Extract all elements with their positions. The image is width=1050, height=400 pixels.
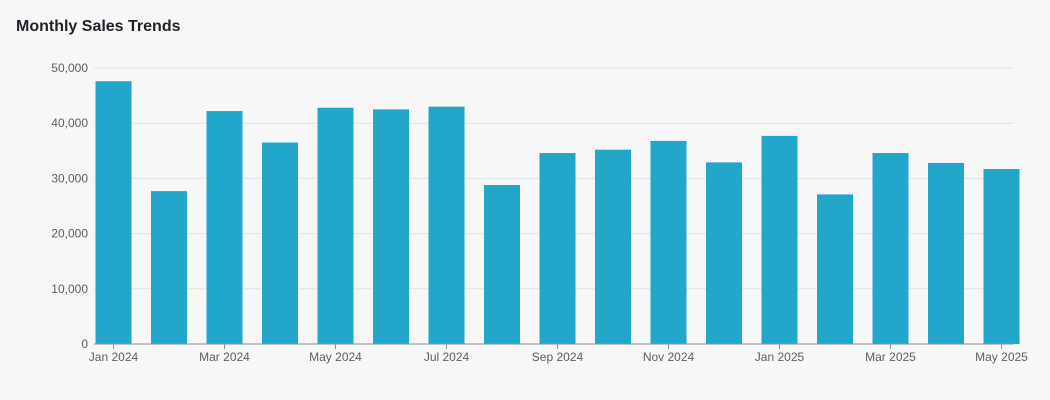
bar-nov-2024	[650, 140, 687, 344]
bar-apr-2024	[262, 142, 298, 344]
bar-jan-2024	[95, 81, 132, 345]
y-tick-label: 10,000	[51, 282, 88, 296]
y-tick-label: 0	[81, 337, 88, 351]
x-tick-label: Sep 2024	[532, 350, 584, 364]
x-tick-label: May 2025	[975, 350, 1028, 364]
x-tick-label: Mar 2024	[199, 350, 250, 364]
y-tick-label: 20,000	[51, 227, 88, 241]
x-tick-label: Jan 2024	[89, 350, 139, 364]
bar-jan-2025	[761, 135, 798, 344]
bar-mar-2025	[872, 153, 909, 344]
y-tick-label: 40,000	[51, 116, 88, 130]
x-tick-label: Jul 2024	[424, 350, 470, 364]
bar-jun-2024	[373, 109, 409, 345]
x-tick-label: Mar 2025	[865, 350, 916, 364]
bar-may-2024	[317, 107, 354, 344]
x-tick-label: Nov 2024	[643, 350, 695, 364]
bar-oct-2024	[595, 149, 631, 344]
chart-title: Monthly Sales Trends	[16, 18, 181, 35]
bar-may-2025	[983, 169, 1020, 344]
bar-mar-2024	[206, 111, 243, 344]
bar-sep-2024	[539, 153, 576, 344]
y-tick-label: 50,000	[51, 61, 88, 75]
bar-apr-2025	[928, 162, 964, 344]
x-tick-label: May 2024	[309, 350, 362, 364]
bar-dec-2024	[706, 162, 742, 344]
y-tick-label: 30,000	[51, 171, 88, 185]
x-tick-label: Jan 2025	[755, 350, 805, 364]
bar-aug-2024	[484, 185, 520, 344]
bar-feb-2025	[817, 194, 853, 344]
bar-feb-2024	[151, 191, 187, 344]
bar-jul-2024	[428, 106, 465, 344]
